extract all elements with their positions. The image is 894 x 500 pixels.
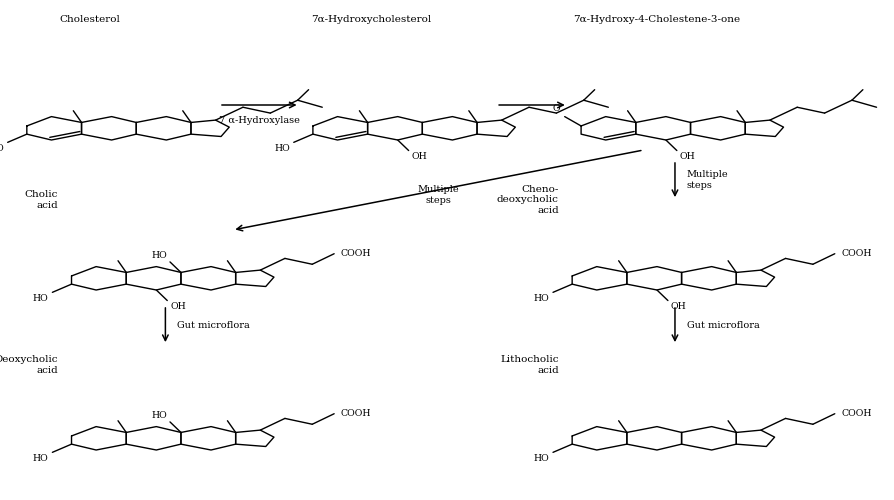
Text: Cholesterol: Cholesterol xyxy=(59,15,120,24)
Text: Cheno-
deoxycholic
acid: Cheno- deoxycholic acid xyxy=(497,185,559,215)
Text: OH: OH xyxy=(670,302,687,311)
Text: Deoxycholic
acid: Deoxycholic acid xyxy=(0,356,58,374)
Text: HO: HO xyxy=(534,454,549,462)
Text: OH: OH xyxy=(679,152,696,161)
Text: Multiple
steps: Multiple steps xyxy=(687,170,729,190)
Text: Multiple
steps: Multiple steps xyxy=(417,186,459,204)
Text: Gut microflora: Gut microflora xyxy=(687,320,759,330)
Text: HO: HO xyxy=(151,252,167,260)
Text: HO: HO xyxy=(0,144,4,152)
Text: COOH: COOH xyxy=(841,409,872,418)
Text: 7α-Hydroxycholesterol: 7α-Hydroxycholesterol xyxy=(311,15,431,24)
Text: HO: HO xyxy=(534,294,549,302)
Text: HO: HO xyxy=(274,144,290,152)
Text: Gut microflora: Gut microflora xyxy=(177,320,249,330)
Text: COOH: COOH xyxy=(841,249,872,258)
Text: 7α-Hydroxy-4-Cholestene-3-one: 7α-Hydroxy-4-Cholestene-3-one xyxy=(574,15,740,24)
Text: HO: HO xyxy=(33,454,48,462)
Text: COOH: COOH xyxy=(341,249,371,258)
Text: OH: OH xyxy=(170,302,186,311)
Text: O: O xyxy=(552,104,561,113)
Text: HO: HO xyxy=(33,294,48,302)
Text: Cholic
acid: Cholic acid xyxy=(25,190,58,210)
Text: 7 α-Hydroxylase: 7 α-Hydroxylase xyxy=(219,116,299,125)
Text: Lithocholic
acid: Lithocholic acid xyxy=(501,356,559,374)
Text: COOH: COOH xyxy=(341,409,371,418)
Text: OH: OH xyxy=(411,152,427,161)
Text: HO: HO xyxy=(151,412,167,420)
